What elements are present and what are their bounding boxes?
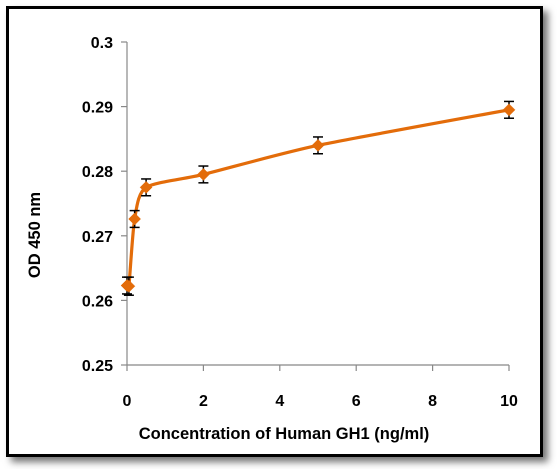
data-point <box>122 279 136 293</box>
y-tick-label: 0.27 <box>82 229 113 246</box>
data-point <box>311 139 325 152</box>
ticks <box>121 41 510 371</box>
error-bars <box>122 100 514 296</box>
data-point <box>139 180 153 194</box>
x-tick-label: 0 <box>123 393 132 410</box>
axes <box>126 42 509 366</box>
x-axis-title: Concentration of Human GH1 (ng/ml) <box>139 425 430 443</box>
y-tick-label: 0.29 <box>82 100 113 117</box>
tick-labels: 0.25 0.26 0.27 0.28 0.29 0.3 0 2 4 6 8 10 <box>82 35 518 410</box>
x-tick-label: 6 <box>352 393 361 410</box>
data-point <box>197 168 210 181</box>
data-point <box>128 212 141 226</box>
data-point <box>502 103 516 117</box>
y-tick-label: 0.26 <box>82 293 113 310</box>
y-axis-title: OD 450 nm <box>26 192 44 278</box>
chart-frame <box>6 6 543 457</box>
x-tick-label: 10 <box>500 393 518 410</box>
y-tick-label: 0.3 <box>91 35 113 52</box>
y-tick-label: 0.28 <box>82 164 113 181</box>
x-tick-label: 4 <box>275 393 284 410</box>
x-tick-label: 2 <box>199 393 208 410</box>
x-tick-label: 8 <box>428 393 437 410</box>
markers <box>120 103 516 293</box>
y-tick-label: 0.25 <box>82 358 113 375</box>
